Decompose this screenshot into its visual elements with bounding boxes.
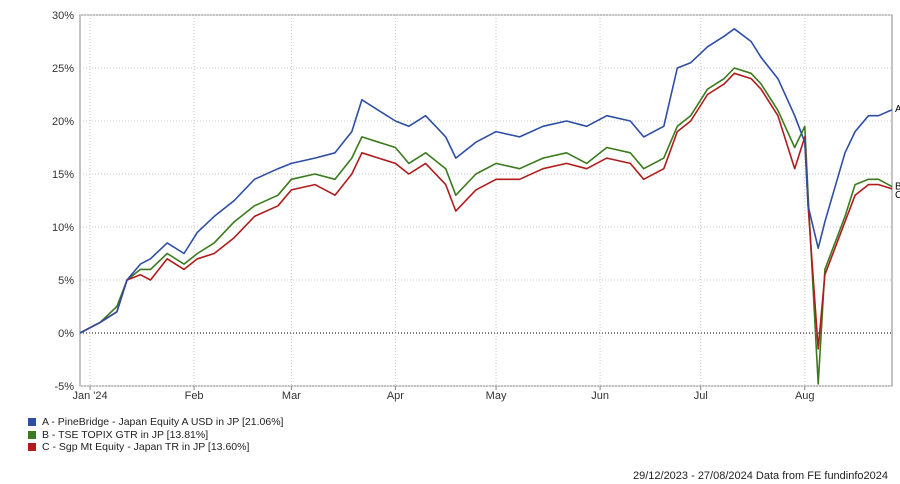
series-lines xyxy=(79,27,893,385)
x-tick-label: Apr xyxy=(387,390,404,402)
series-line-b xyxy=(79,67,893,385)
x-tick-label: Jan '24 xyxy=(72,390,107,402)
footer-date-range: 29/12/2023 - 27/08/2024 Data from FE fun… xyxy=(632,470,888,482)
legend-swatch-a xyxy=(28,418,36,427)
legend-item-b: B - TSE TOPIX GTR in JP [13.81%] xyxy=(28,429,283,442)
grid xyxy=(80,14,892,387)
y-tick-label: -5% xyxy=(54,381,74,393)
x-tick-label: Mar xyxy=(282,390,301,402)
legend-label-a: A - PineBridge - Japan Equity A USD in J… xyxy=(42,416,284,428)
legend-label-b: B - TSE TOPIX GTR in JP [13.81%] xyxy=(42,428,209,441)
y-tick-label: 15% xyxy=(52,169,74,181)
axes: -5% 0% 5% 10% 15% 20% 25% 30% Jan '24 Feb Mar Apr Ma… xyxy=(52,10,815,402)
x-tick-label: Feb xyxy=(185,390,204,402)
end-labels: A BC xyxy=(895,104,900,201)
legend-item-a: A - PineBridge - Japan Equity A USD in J… xyxy=(28,416,283,429)
series-line-a xyxy=(79,27,893,334)
y-tick-label: 10% xyxy=(52,222,74,234)
legend-swatch-b xyxy=(28,430,36,439)
end-label-c: C xyxy=(895,190,900,201)
legend: A - PineBridge - Japan Equity A USD in J… xyxy=(28,416,283,454)
legend-swatch-c xyxy=(28,443,36,452)
y-tick-label: 0% xyxy=(58,328,74,340)
y-tick-label: 5% xyxy=(58,275,74,287)
y-tick-label: 20% xyxy=(52,116,74,128)
end-label-a: A xyxy=(895,104,900,115)
legend-label-c: C - Sgp Mt Equity - Japan TR in JP [13.6… xyxy=(42,441,250,453)
x-tick-label: Jul xyxy=(694,390,708,402)
plot-area xyxy=(79,14,893,387)
x-tick-label: Jun xyxy=(591,390,609,402)
y-tick-label: 30% xyxy=(52,10,74,22)
series-line-c xyxy=(79,72,893,350)
x-tick-label: Aug xyxy=(795,390,815,402)
y-tick-label: 25% xyxy=(52,63,74,75)
end-label-b: B xyxy=(895,182,900,193)
x-tick-label: May xyxy=(486,390,507,402)
legend-item-c: C - Sgp Mt Equity - Japan TR in JP [13.6… xyxy=(28,441,283,454)
